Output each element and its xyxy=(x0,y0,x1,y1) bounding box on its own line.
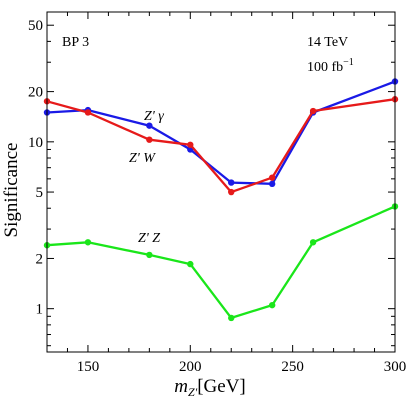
series-label-zz: Z' Z xyxy=(138,231,160,246)
y-axis-label: Significance xyxy=(1,143,22,238)
x-tick-label: 200 xyxy=(179,359,202,375)
series-zw-point xyxy=(268,174,276,181)
x-axis-label-subscript: Z' xyxy=(188,385,198,399)
series-zz-point xyxy=(187,260,194,268)
annotation-luminosity-value: 100 fb xyxy=(307,60,343,75)
series-layer xyxy=(43,78,399,322)
annotation-luminosity: 100 fb−1 xyxy=(307,57,354,75)
series-zgamma-point xyxy=(146,122,153,129)
y-tick-label: 2 xyxy=(36,251,44,267)
y-tick-label: 50 xyxy=(28,18,43,34)
y-tick-label: 5 xyxy=(36,185,44,201)
plot-frame xyxy=(46,11,396,353)
y-tick-label: 10 xyxy=(28,135,43,151)
series-zw-point xyxy=(228,188,235,196)
series-zz-point xyxy=(309,239,317,246)
y-tick-label: 20 xyxy=(28,85,43,101)
series-zw-point xyxy=(146,136,153,143)
series-zw-point xyxy=(309,107,317,115)
series-label-zgamma: Z' γ xyxy=(144,109,164,124)
series-zw-line xyxy=(46,98,396,194)
series-label-zw: Z' W xyxy=(129,151,156,166)
series-zz-line xyxy=(46,205,396,320)
series-zz-point xyxy=(268,301,276,309)
series-zz-point xyxy=(146,251,153,259)
series-zw-point xyxy=(84,109,92,116)
series-zw-point xyxy=(187,141,194,148)
annotation-luminosity-exponent: −1 xyxy=(343,57,354,68)
series-zgamma-line xyxy=(46,80,396,185)
x-tick-label: 250 xyxy=(281,359,304,375)
series-zz-point xyxy=(84,239,92,246)
series-zgamma-point xyxy=(228,179,235,186)
annotation-panel: BP 3 xyxy=(62,35,89,50)
x-axis-label-unit: [GeV] xyxy=(197,376,246,397)
x-axis-label-main: m xyxy=(174,376,188,397)
annotation-energy: 14 TeV xyxy=(307,35,348,50)
x-tick-label: 300 xyxy=(384,359,407,375)
series-zz-point xyxy=(228,314,235,322)
x-tick-label: 150 xyxy=(77,359,100,375)
x-axis-label: mZ'[GeV] xyxy=(174,376,246,399)
y-tick-label: 1 xyxy=(36,302,44,318)
series-zgamma-point xyxy=(268,180,276,188)
